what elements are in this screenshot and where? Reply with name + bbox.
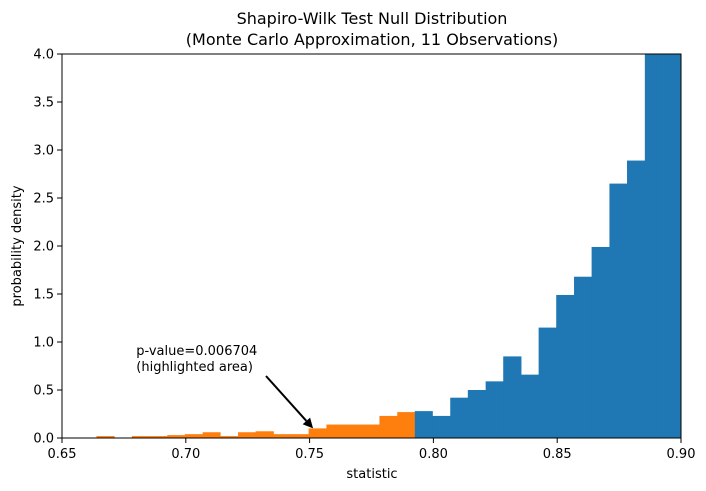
y-tick-label: 1.0 xyxy=(33,336,54,351)
histogram-bar xyxy=(432,415,451,438)
x-tick-label: 0.70 xyxy=(171,447,200,462)
annotation-line1: p-value=0.006704 xyxy=(136,344,257,359)
x-tick-label: 0.85 xyxy=(543,447,572,462)
histogram-bar xyxy=(656,54,681,438)
histogram-bar xyxy=(467,390,487,438)
histogram-bar xyxy=(627,160,646,438)
x-tick-label: 0.75 xyxy=(295,447,324,462)
histogram-bar xyxy=(591,246,610,438)
histogram-bar xyxy=(574,276,593,438)
histogram-bar xyxy=(521,374,540,438)
histogram-bar xyxy=(308,428,327,438)
histogram-bar xyxy=(379,415,398,438)
x-axis-ticks: 0.65 0.70 0.75 0.80 0.85 0.90 xyxy=(48,438,696,462)
histogram-bar xyxy=(414,411,433,438)
y-axis-ticks: 0.0 0.5 1.0 1.5 2.0 2.5 3.0 3.5 4.0 xyxy=(33,48,62,447)
annotation: p-value=0.006704 (highlighted area) xyxy=(136,344,314,429)
x-axis-label: statistic xyxy=(346,467,397,482)
y-tick-label: 0.0 xyxy=(33,432,54,447)
y-tick-label: 4.0 xyxy=(33,48,54,63)
y-tick-label: 3.5 xyxy=(33,96,54,111)
histogram-bar xyxy=(556,294,575,438)
histogram-bar xyxy=(503,356,522,438)
histogram-bar xyxy=(291,434,310,438)
histogram-bar xyxy=(326,424,345,438)
histogram-bar xyxy=(167,435,186,438)
chart-title-line2: (Monte Carlo Approximation, 11 Observati… xyxy=(186,30,558,49)
histogram-bar xyxy=(149,436,168,438)
histogram-bar xyxy=(450,397,469,438)
x-tick-label: 0.80 xyxy=(419,447,448,462)
histogram-bar xyxy=(344,424,363,438)
histogram-bar xyxy=(273,434,292,438)
annotation-arrow-shaft xyxy=(265,375,308,422)
histogram-bar xyxy=(255,431,274,438)
x-tick-label: 0.65 xyxy=(48,447,77,462)
histogram-bar xyxy=(609,183,628,438)
histogram-bar xyxy=(397,412,416,438)
histogram-bar xyxy=(361,424,380,438)
y-tick-label: 2.5 xyxy=(33,192,54,207)
histogram-bar xyxy=(202,432,221,438)
histogram-bar xyxy=(644,54,657,438)
histogram-bar xyxy=(96,436,115,438)
y-tick-label: 0.5 xyxy=(33,384,54,399)
histogram-bar xyxy=(220,436,239,438)
histogram-bar xyxy=(131,436,151,438)
y-tick-label: 3.0 xyxy=(33,144,54,159)
histogram-bar xyxy=(184,434,204,438)
histogram-bar xyxy=(238,432,257,438)
y-axis-label: probability density xyxy=(10,185,25,306)
annotation-arrow-head xyxy=(302,417,314,429)
y-tick-label: 1.5 xyxy=(33,288,54,303)
y-tick-label: 2.0 xyxy=(33,240,54,255)
chart-title-line1: Shapiro-Wilk Test Null Distribution xyxy=(237,9,508,28)
x-tick-label: 0.90 xyxy=(667,447,696,462)
annotation-line2: (highlighted area) xyxy=(136,360,253,375)
histogram-bar xyxy=(485,381,504,438)
histogram-bar xyxy=(538,327,557,438)
bars-layer xyxy=(96,54,681,438)
